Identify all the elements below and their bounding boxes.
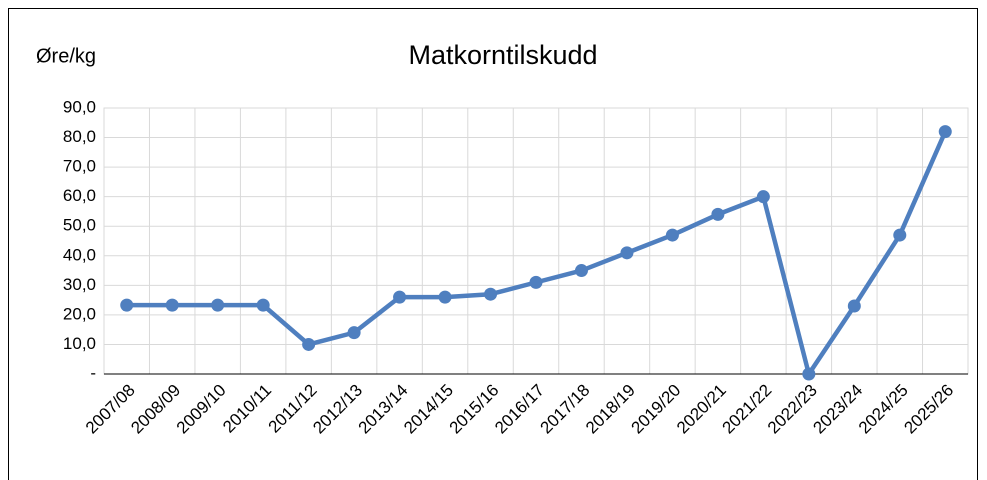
x-tick-label: 2024/25 <box>855 381 912 438</box>
y-tick-label: 30,0 <box>63 275 96 294</box>
marker <box>120 298 134 312</box>
marker <box>711 207 725 221</box>
y-tick-label: 90,0 <box>63 97 96 116</box>
marker <box>211 298 225 312</box>
marker <box>165 298 179 312</box>
x-tick-label: 2025/26 <box>900 381 957 438</box>
x-tick-label: 2014/15 <box>400 381 457 438</box>
x-tick-label: 2021/22 <box>718 381 775 438</box>
y-tick-label: 60,0 <box>63 186 96 205</box>
marker <box>529 275 543 289</box>
y-axis-label: Øre/kg <box>36 45 96 67</box>
x-tick-label: 2018/19 <box>582 381 639 438</box>
x-tick-label: 2008/09 <box>127 381 184 438</box>
marker <box>393 290 407 304</box>
marker <box>256 298 270 312</box>
y-tick-label: 40,0 <box>63 245 96 264</box>
x-tick-label: 2010/11 <box>219 381 275 437</box>
y-tick-label: 20,0 <box>63 304 96 323</box>
chart-title: Matkorntilskudd <box>408 40 597 70</box>
y-tick-label: 80,0 <box>63 127 96 146</box>
plot-border <box>103 107 969 375</box>
line <box>126 130 948 377</box>
marker <box>620 246 634 260</box>
marker <box>847 299 861 313</box>
marker <box>938 125 952 139</box>
y-tick-label: 10,0 <box>63 334 96 353</box>
y-tick-label: - <box>90 363 96 382</box>
marker <box>756 190 770 204</box>
x-tick-label: 2019/20 <box>628 381 685 438</box>
x-tick-label: 2015/16 <box>446 381 503 438</box>
x-tick-label: 2013/14 <box>355 381 412 438</box>
x-tick-label: 2020/21 <box>673 381 730 438</box>
marker <box>574 264 588 278</box>
y-tick-label: 50,0 <box>63 216 96 235</box>
x-tick-label: 2023/24 <box>809 381 866 438</box>
marker <box>893 228 907 242</box>
x-tick-label: 2012/13 <box>309 381 366 438</box>
x-tick-label: 2016/17 <box>491 381 548 438</box>
x-tick-label: 2009/10 <box>173 381 230 438</box>
marker <box>347 326 361 340</box>
marker <box>665 228 679 242</box>
x-tick-label: 2022/23 <box>764 381 821 438</box>
x-tick-label: 2007/08 <box>82 381 139 438</box>
marker <box>438 290 452 304</box>
marker <box>302 337 316 351</box>
chart-border <box>8 8 978 480</box>
y-tick-label: 70,0 <box>63 157 96 176</box>
marker <box>484 287 498 301</box>
marker <box>802 367 816 381</box>
x-tick-label: 2017/18 <box>537 381 594 438</box>
